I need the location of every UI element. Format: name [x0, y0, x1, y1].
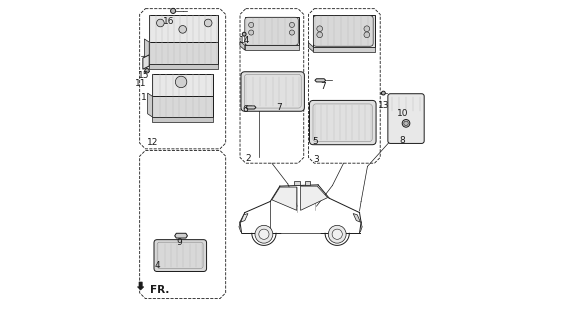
Polygon shape — [148, 93, 152, 117]
Circle shape — [145, 68, 149, 73]
Circle shape — [175, 76, 187, 88]
Circle shape — [289, 30, 294, 35]
Circle shape — [289, 22, 294, 28]
Circle shape — [204, 19, 212, 27]
Text: 2: 2 — [245, 154, 251, 163]
Bar — [305, 181, 310, 185]
Text: 12: 12 — [147, 138, 158, 147]
Circle shape — [364, 32, 370, 38]
Polygon shape — [313, 47, 375, 52]
FancyBboxPatch shape — [310, 100, 376, 145]
Polygon shape — [353, 213, 360, 222]
Circle shape — [249, 22, 254, 28]
Polygon shape — [300, 186, 328, 210]
Polygon shape — [245, 45, 299, 50]
Circle shape — [332, 229, 342, 239]
FancyBboxPatch shape — [241, 72, 304, 111]
FancyBboxPatch shape — [313, 16, 373, 46]
Circle shape — [402, 120, 410, 127]
Polygon shape — [152, 117, 213, 122]
Polygon shape — [245, 17, 299, 45]
Polygon shape — [246, 106, 256, 109]
FancyBboxPatch shape — [245, 17, 299, 45]
Circle shape — [259, 229, 269, 239]
Text: 4: 4 — [155, 261, 161, 270]
Text: 7: 7 — [320, 82, 326, 91]
Circle shape — [255, 225, 273, 243]
Polygon shape — [149, 42, 218, 64]
Text: 13: 13 — [378, 101, 389, 110]
Text: FR.: FR. — [150, 285, 169, 295]
Circle shape — [328, 225, 346, 243]
Polygon shape — [313, 15, 375, 47]
Circle shape — [364, 26, 370, 32]
FancyBboxPatch shape — [388, 94, 424, 143]
Polygon shape — [137, 282, 144, 290]
FancyBboxPatch shape — [154, 240, 207, 271]
Text: 5: 5 — [312, 137, 318, 146]
Circle shape — [171, 8, 176, 13]
Polygon shape — [315, 79, 326, 82]
Polygon shape — [149, 15, 218, 42]
Text: 10: 10 — [397, 109, 408, 118]
Polygon shape — [175, 233, 187, 238]
Circle shape — [317, 26, 322, 32]
Polygon shape — [152, 74, 213, 96]
Polygon shape — [272, 187, 297, 210]
Text: 7: 7 — [276, 103, 282, 112]
Polygon shape — [308, 43, 313, 52]
Circle shape — [317, 32, 322, 38]
Circle shape — [249, 30, 254, 35]
Text: 8: 8 — [400, 136, 406, 145]
Polygon shape — [143, 55, 149, 69]
Text: 9: 9 — [176, 238, 182, 247]
Polygon shape — [152, 96, 213, 117]
Polygon shape — [149, 64, 218, 69]
Circle shape — [381, 91, 385, 95]
Text: 16: 16 — [162, 17, 174, 26]
Circle shape — [179, 26, 186, 33]
Bar — [294, 181, 300, 185]
Polygon shape — [144, 39, 149, 64]
Text: 11: 11 — [135, 79, 146, 88]
Text: 15: 15 — [138, 71, 150, 80]
Text: 1: 1 — [141, 93, 147, 102]
Circle shape — [242, 32, 246, 36]
Text: 3: 3 — [313, 155, 319, 164]
Circle shape — [404, 121, 408, 125]
Text: 14: 14 — [239, 36, 250, 45]
Polygon shape — [241, 213, 248, 222]
Text: 6: 6 — [243, 105, 249, 114]
Polygon shape — [240, 41, 245, 50]
Circle shape — [157, 19, 164, 27]
